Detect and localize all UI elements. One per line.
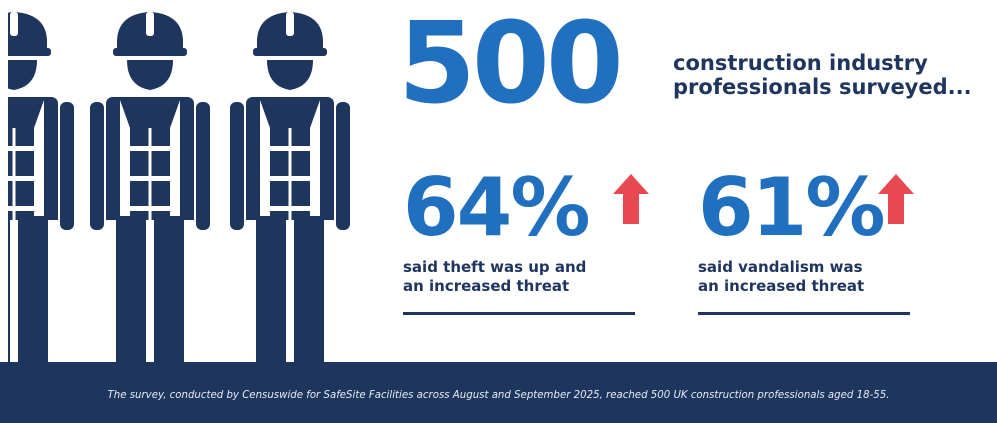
headline-text: construction industry professionals surv… xyxy=(673,51,972,99)
divider xyxy=(403,312,635,315)
survey-footnote: The survey, conducted by Censuswide for … xyxy=(107,390,890,401)
stat-vandalism-caption-line-1: said vandalism was xyxy=(698,258,863,276)
respondent-count: 500 xyxy=(398,0,624,129)
stat-vandalism-caption-line-2: an increased threat xyxy=(698,277,865,296)
worker-figure-2 xyxy=(90,12,210,365)
stat-theft-caption-line-2: an increased threat xyxy=(403,277,570,296)
worker-figure-3 xyxy=(230,12,350,365)
stat-theft-caption: said theft was up and an increased threa… xyxy=(403,258,643,296)
stat-vandalism-caption: said vandalism was an increased threat xyxy=(698,258,938,296)
stat-theft: 64% said theft was up and an increased t… xyxy=(403,161,649,315)
divider xyxy=(698,312,910,315)
up-arrow-icon xyxy=(613,174,649,224)
worker-figure-1 xyxy=(8,12,74,365)
stat-vandalism: 61% said vandalism was an increased thre… xyxy=(698,161,938,315)
up-arrow-icon xyxy=(878,174,914,224)
stat-vandalism-value: 61% xyxy=(698,161,885,254)
stat-theft-caption-line-1: said theft was up and xyxy=(403,258,587,276)
footer-band: The survey, conducted by Censuswide for … xyxy=(0,362,997,423)
workers-illustration xyxy=(8,12,350,365)
stat-theft-value: 64% xyxy=(403,161,590,254)
